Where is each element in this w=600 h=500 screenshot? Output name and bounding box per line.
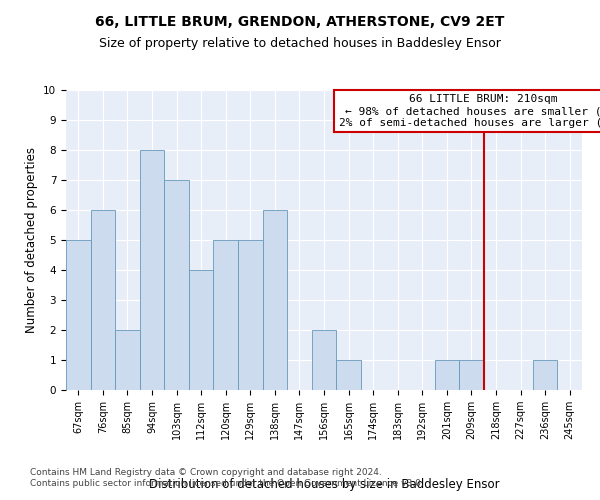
Bar <box>189 270 214 390</box>
Text: Contains HM Land Registry data © Crown copyright and database right 2024.
Contai: Contains HM Land Registry data © Crown c… <box>30 468 424 487</box>
Text: 66, LITTLE BRUM, GRENDON, ATHERSTONE, CV9 2ET: 66, LITTLE BRUM, GRENDON, ATHERSTONE, CV… <box>95 15 505 29</box>
X-axis label: Distribution of detached houses by size in Baddesley Ensor: Distribution of detached houses by size … <box>149 478 499 491</box>
Bar <box>140 150 164 390</box>
Bar <box>214 240 238 390</box>
Bar <box>238 240 263 390</box>
Bar <box>164 180 189 390</box>
Bar <box>312 330 336 390</box>
Bar <box>459 360 484 390</box>
Text: 66 LITTLE BRUM: 210sqm
← 98% of detached houses are smaller (53)
2% of semi-deta: 66 LITTLE BRUM: 210sqm ← 98% of detached… <box>338 94 600 128</box>
Y-axis label: Number of detached properties: Number of detached properties <box>25 147 38 333</box>
Bar <box>533 360 557 390</box>
Bar <box>91 210 115 390</box>
Bar <box>263 210 287 390</box>
Bar <box>434 360 459 390</box>
Text: Size of property relative to detached houses in Baddesley Ensor: Size of property relative to detached ho… <box>99 38 501 51</box>
Bar <box>66 240 91 390</box>
Bar <box>115 330 140 390</box>
Bar <box>336 360 361 390</box>
